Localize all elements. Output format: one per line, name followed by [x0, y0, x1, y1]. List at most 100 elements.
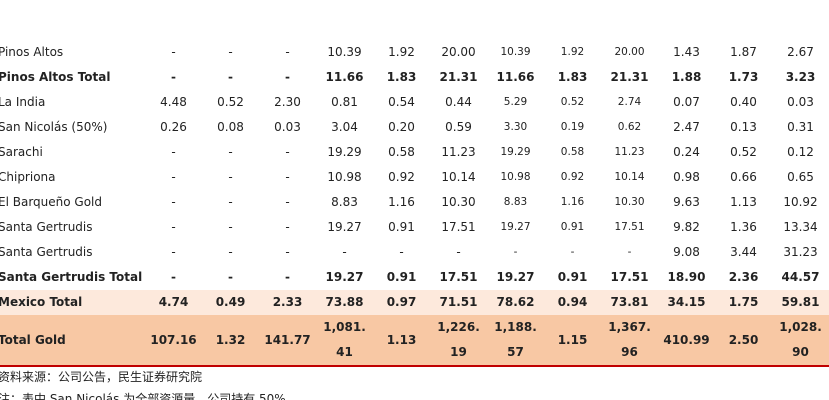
table-cell: -: [171, 220, 176, 234]
table-cell: 10.92: [783, 195, 818, 209]
table-cell: 1.13: [373, 315, 430, 367]
table-cell: 73.88: [316, 290, 373, 315]
table-cell: 0.81: [331, 95, 358, 109]
table-cell: 78.62: [487, 290, 544, 315]
table-cell: 1.16: [388, 195, 415, 209]
row-label: Mexico Total: [0, 290, 145, 315]
table-cell: -: [228, 145, 233, 159]
table-cell: 0.62: [617, 121, 642, 133]
table-cell: 10.39: [500, 46, 531, 58]
table-cell: 1.15: [544, 315, 601, 367]
table-cell: 1.36: [730, 220, 757, 234]
table-cell: 0.20: [388, 120, 415, 134]
table-cell: -: [285, 45, 290, 59]
table-cell: 21.31: [439, 70, 478, 84]
table-cell: 1,188.57: [487, 315, 544, 367]
table-cell: 0.52: [217, 95, 244, 109]
table-cell: 2.30: [274, 95, 301, 109]
table-cell: 10.30: [441, 195, 476, 209]
table-cell: 2.50: [715, 315, 772, 367]
table-cell: 17.51: [439, 270, 478, 284]
table-cell: 71.51: [430, 290, 487, 315]
row-label: Sarachi: [0, 145, 43, 159]
table-cell: -: [399, 245, 404, 259]
table-cell: -: [171, 270, 176, 284]
table-cell: 0.19: [560, 121, 585, 133]
table-cell: 1.83: [386, 70, 417, 84]
table-cell: 0.91: [557, 270, 588, 284]
table-cell: 0.54: [388, 95, 415, 109]
table-cell: 10.98: [327, 170, 362, 184]
table-cell: -: [228, 170, 233, 184]
table-cell: -: [342, 245, 347, 259]
table-cell: -: [285, 145, 290, 159]
table-cell: -: [285, 195, 290, 209]
table-cell: 5.29: [503, 96, 528, 108]
table-cell: 3.30: [503, 121, 528, 133]
table-cell: 4.48: [160, 95, 187, 109]
table-row: El Barqueño Gold - - - 8.83 1.16 10.30 8.83 1.16…: [0, 190, 829, 215]
table-cell: -: [171, 45, 176, 59]
table-cell: 4.74: [145, 290, 202, 315]
table-cell: 17.51: [610, 270, 649, 284]
table-cell: 11.66: [325, 70, 364, 84]
table-cell: 1.75: [715, 290, 772, 315]
table-row: Santa Gertrudis - - - 19.27 0.91 17.51 19.27 0.9…: [0, 215, 829, 240]
table-cell: 0.07: [673, 95, 700, 109]
table-cell: 21.31: [610, 70, 649, 84]
table-cell: 19.27: [496, 270, 535, 284]
footnote: 注：表中 San Nicolás 为全部资源量，公司持有 50%: [0, 392, 286, 400]
table-cell: 59.81: [772, 290, 829, 315]
table-cell: 0.98: [673, 170, 700, 184]
table-cell: 0.66: [730, 170, 757, 184]
table-cell: -: [228, 245, 233, 259]
table-cell: 11.66: [496, 70, 535, 84]
table-cell: -: [285, 170, 290, 184]
table-cell: -: [285, 70, 290, 84]
table-cell: -: [285, 270, 290, 284]
table-cell: 1.87: [730, 45, 757, 59]
table-cell: -: [228, 70, 233, 84]
table-cell: 18.90: [667, 270, 706, 284]
table-cell: 0.44: [445, 95, 472, 109]
row-label: Pinos Altos: [0, 45, 64, 59]
table-cell: 9.82: [673, 220, 700, 234]
table-cell: 13.34: [783, 220, 818, 234]
table-cell: 19.27: [325, 270, 364, 284]
row-label: San Nicolás (50%): [0, 120, 108, 134]
row-label: Santa Gertrudis: [0, 220, 93, 234]
table-cell: 2.67: [787, 45, 814, 59]
table-row: Total Gold 107.16 1.32 141.77 1,081.41 1.13 1,…: [0, 315, 829, 367]
table-cell: -: [228, 220, 233, 234]
table-cell: -: [285, 245, 290, 259]
table-cell: 0.40: [730, 95, 757, 109]
table-row: San Nicolás (50%) 0.26 0.08 0.03 3.04 0.20 0.5…: [0, 115, 829, 140]
table-cell: 0.92: [560, 171, 585, 183]
table-cell: -: [171, 145, 176, 159]
table-cell: 3.04: [331, 120, 358, 134]
table-cell: -: [171, 70, 176, 84]
table-cell: 0.13: [730, 120, 757, 134]
table-row: Pinos Altos - - - 10.39 1.92 20.00 10.39 1.92 20.…: [0, 40, 829, 65]
table-cell: 19.29: [500, 146, 531, 158]
table-cell: 3.23: [785, 70, 816, 84]
table-cell: -: [285, 220, 290, 234]
table-cell: 11.23: [614, 146, 645, 158]
table-cell: 0.52: [560, 96, 585, 108]
table-cell: 19.29: [327, 145, 362, 159]
table-cell: 1.92: [560, 46, 585, 58]
table-cell: 31.23: [783, 245, 818, 259]
table-cell: 2.74: [617, 96, 642, 108]
table-cell: 10.14: [441, 170, 476, 184]
table-cell: 0.91: [388, 220, 415, 234]
table-row: Chipriona - - - 10.98 0.92 10.14 10.98 0.92 10.14…: [0, 165, 829, 190]
table-cell: -: [228, 195, 233, 209]
table-cell: 8.83: [503, 196, 528, 208]
table-cell: 0.97: [373, 290, 430, 315]
table-cell: 3.44: [730, 245, 757, 259]
table-cell: -: [228, 270, 233, 284]
table-row: Pinos Altos Total - - - 11.66 1.83 21.31 11.66 1…: [0, 65, 829, 90]
table-cell: 1.32: [202, 315, 259, 367]
table-row: La India 4.48 0.52 2.30 0.81 0.54 0.44 5.29 0.52…: [0, 90, 829, 115]
